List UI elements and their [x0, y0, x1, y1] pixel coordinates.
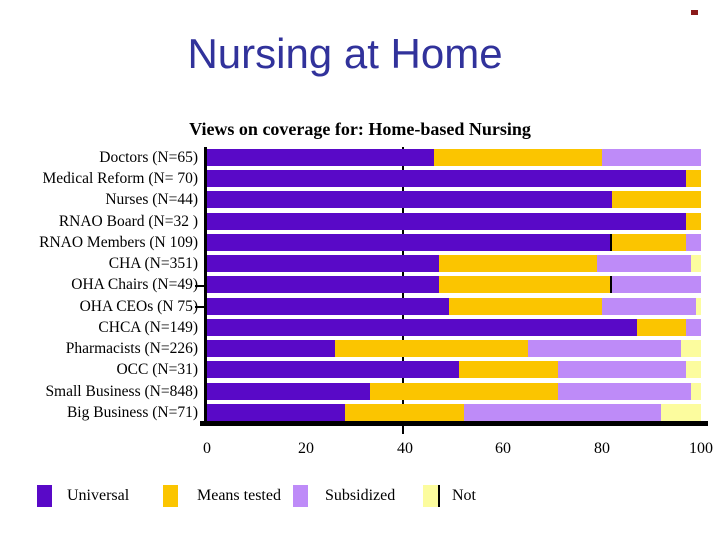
bar-row — [207, 319, 701, 336]
legend-swatch-universal — [37, 485, 52, 507]
category-label: Medical Reform (N= 70) — [42, 170, 198, 187]
x-tick-label: 40 — [397, 440, 413, 457]
category-label: CHA (N=351) — [108, 255, 198, 272]
bar-segment-not — [661, 404, 701, 421]
category-label: OCC (N=31) — [116, 361, 198, 378]
bar-segment-subsidized — [528, 340, 682, 357]
bar-segment-means-tested — [439, 255, 598, 272]
x-tick-label: 60 — [495, 440, 511, 457]
bar-segment-means-tested — [458, 361, 558, 378]
bar-segment-universal — [207, 361, 459, 378]
legend-label: Means tested — [197, 487, 281, 504]
bar-segment-means-tested — [449, 298, 603, 315]
x-axis-line — [200, 421, 708, 426]
bar-segment-subsidized — [686, 319, 701, 336]
bar-segment-not — [681, 340, 701, 357]
bars-area — [207, 147, 701, 423]
x-tick-label: 100 — [689, 440, 713, 457]
x-tick-label: 20 — [298, 440, 314, 457]
bar-segment-means-tested — [370, 383, 558, 400]
bar-segment-means-tested — [636, 319, 687, 336]
bar-segment-not — [696, 298, 701, 315]
slide-title: Nursing at Home — [187, 30, 503, 77]
bar-segment-means-tested — [345, 404, 464, 421]
y-axis-tick — [195, 306, 207, 308]
bar-row — [207, 383, 701, 400]
bar-segment-subsidized — [463, 404, 662, 421]
bar-segment-universal — [207, 149, 435, 166]
legend-swatch-means-tested — [163, 485, 178, 507]
bar-row — [207, 361, 701, 378]
legend-swatch-subsidized — [293, 485, 308, 507]
x-tick-label: 80 — [594, 440, 610, 457]
category-label: Big Business (N=71) — [66, 404, 198, 421]
red-corner-mark — [691, 10, 698, 15]
bar-segment-means-tested — [612, 234, 687, 251]
legend-swatch-not — [423, 485, 440, 507]
category-label: Pharmacists (N=226) — [65, 340, 198, 357]
category-label: OHA Chairs (N=49) — [71, 276, 198, 293]
bar-segment-universal — [207, 276, 440, 293]
bar-segment-not — [691, 255, 701, 272]
legend-label: Subsidized — [325, 487, 396, 504]
bar-row — [207, 276, 701, 293]
bar-row — [207, 213, 701, 230]
bar-segment-universal — [207, 170, 687, 187]
bar-row — [207, 234, 701, 251]
category-label: RNAO Members (N 109) — [39, 234, 198, 251]
bar-segment-subsidized — [686, 234, 701, 251]
bar-row — [207, 149, 701, 166]
category-label: RNAO Board (N=32 ) — [58, 213, 198, 230]
bar-segment-universal — [207, 234, 613, 251]
bar-row — [207, 298, 701, 315]
bar-row — [207, 255, 701, 272]
bar-segment-subsidized — [612, 276, 701, 293]
x-tick-label: 0 — [203, 440, 211, 457]
legend-label: Not — [452, 487, 476, 504]
bar-segment-means-tested — [434, 149, 603, 166]
bar-segment-subsidized — [557, 383, 692, 400]
category-label: Doctors (N=65) — [99, 149, 198, 166]
category-label: Nurses (N=44) — [105, 191, 198, 208]
y-axis-tick — [195, 285, 207, 287]
bar-segment-universal — [207, 383, 371, 400]
bar-segment-means-tested — [439, 276, 613, 293]
bar-segment-universal — [207, 298, 450, 315]
bar-segment-universal — [207, 213, 687, 230]
bar-segment-universal — [207, 191, 613, 208]
bar-segment-universal — [207, 340, 336, 357]
category-label: Small Business (N=848) — [45, 383, 198, 400]
bar-row — [207, 404, 701, 421]
chart-title: Views on coverage for: Home-based Nursin… — [189, 119, 531, 139]
bar-segment-means-tested — [335, 340, 529, 357]
bar-segment-means-tested — [686, 213, 701, 230]
bar-segment-subsidized — [557, 361, 687, 378]
bar-segment-not — [686, 361, 701, 378]
bar-row — [207, 170, 701, 187]
bar-segment-universal — [207, 404, 346, 421]
bar-segment-subsidized — [602, 298, 697, 315]
bar-segment-universal — [207, 255, 440, 272]
bar-row — [207, 191, 701, 208]
bar-segment-subsidized — [597, 255, 692, 272]
bar-segment-not — [691, 383, 701, 400]
category-label: CHCA (N=149) — [98, 319, 198, 336]
bar-segment-universal — [207, 319, 637, 336]
bar-segment-subsidized — [602, 149, 701, 166]
legend-label: Universal — [67, 487, 130, 504]
category-label: OHA CEOs (N 75) — [79, 298, 198, 315]
bar-segment-means-tested — [612, 191, 701, 208]
bar-row — [207, 340, 701, 357]
bar-segment-means-tested — [686, 170, 701, 187]
